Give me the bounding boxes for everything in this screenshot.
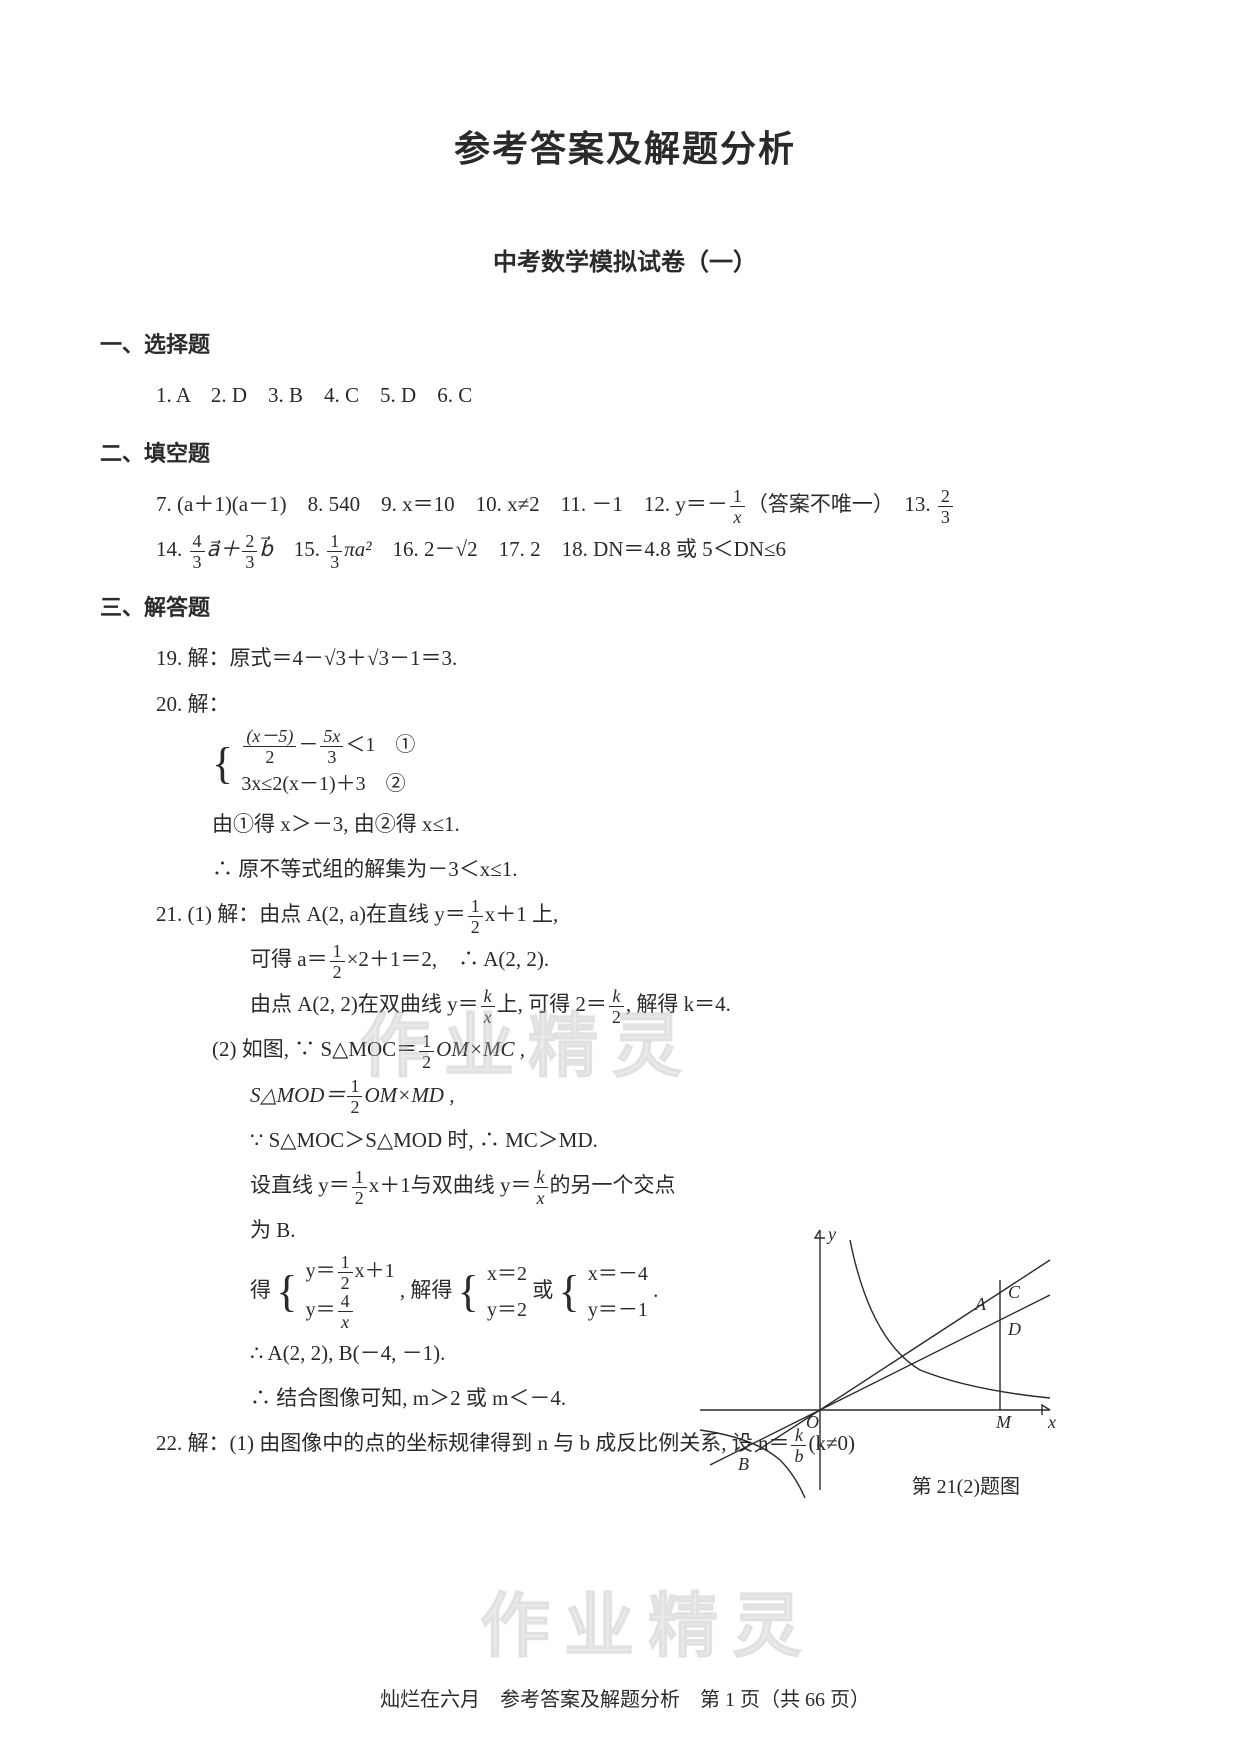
frac-4-3: 43 [190, 532, 205, 571]
q21-1-line3: 由点 A(2, 2)在双曲线 y＝kx上, 可得 2＝k2, 解得 k＝4. [100, 982, 1150, 1027]
frac-1-2c: 12 [419, 1032, 434, 1071]
brace-icon-4: { [559, 1272, 580, 1312]
brace-icon: { [212, 744, 233, 784]
q21-1-line2: 可得 a＝12×2＋1＝2, ∴ A(2, 2). [100, 937, 1150, 982]
q13-label: 13. [883, 492, 930, 516]
frac-1-2d: 12 [347, 1077, 362, 1116]
svg-text:M: M [995, 1412, 1012, 1432]
svg-text:y: y [826, 1224, 836, 1244]
section-2-row-1: 7. (a＋1)(a－1) 8. 540 9. x＝10 10. x≠2 11.… [100, 482, 1150, 527]
q15-post: πa² [344, 537, 371, 561]
q20-system: { (x－5)2－5x3＜1 ① 3x≤2(x－1)＋3 ② [100, 727, 1150, 802]
sub-title: 中考数学模拟试卷（一） [100, 242, 1150, 277]
svg-text:x: x [1047, 1412, 1056, 1432]
q7-12-text: 7. (a＋1)(a－1) 8. 540 9. x＝10 10. x≠2 11.… [156, 492, 728, 516]
q20-line3: 由①得 x＞－3, 由②得 x≤1. [100, 802, 1150, 847]
page-footer: 灿烂在六月 参考答案及解题分析 第 1 页（共 66 页） [0, 1683, 1250, 1712]
svg-text:A: A [974, 1294, 987, 1314]
q16: 16. 2－√2 [372, 537, 478, 561]
q18: 18. DN＝4.8 或 5＜DN≤6 [541, 537, 786, 561]
section-2-heading: 二、填空题 [100, 436, 1150, 468]
q14-mid: a⃗＋ [207, 537, 241, 561]
q21-2-line1: (2) 如图, ∵ S△MOC＝12OM×MC , [100, 1027, 780, 1072]
frac-1-2e: 12 [352, 1168, 367, 1207]
q21-figure: y x O M A C D B [700, 1220, 1060, 1500]
frac-k-x2: kx [534, 1168, 548, 1207]
q21-1-line1: 21. (1) 解：由点 A(2, a)在直线 y＝12x＋1 上, [100, 892, 1150, 937]
q14-post: b⃗ [259, 537, 272, 561]
q21-2-line6: 得 { y＝12x＋1 y＝4x , 解得 { x＝2 y＝2 或 { x＝－4… [100, 1253, 780, 1331]
figure-21-caption: 第 21(2)题图 [912, 1470, 1020, 1499]
svg-text:D: D [1007, 1319, 1021, 1339]
q12-note: （答案不唯一） [747, 492, 884, 516]
section-2-row-2: 14. 43a⃗＋23b⃗ 15. 13πa² 16. 2－√2 17. 2 1… [100, 527, 1150, 572]
frac-k-x: kx [481, 987, 495, 1026]
q21-2-line2: S△MOD＝12OM×MD , [100, 1073, 780, 1118]
section-1-heading: 一、选择题 [100, 327, 1150, 359]
q21-2-line3: ∵ S△MOC＞S△MOD 时, ∴ MC＞MD. [100, 1118, 780, 1163]
frac-2-3: 23 [938, 487, 953, 526]
q20-head: 20. 解： [100, 682, 1150, 727]
frac-1-2b: 12 [330, 942, 345, 981]
watermark-2: 作业精灵 [480, 1570, 816, 1671]
section-3-heading: 三、解答题 [100, 590, 1150, 622]
svg-text:B: B [738, 1454, 749, 1474]
brace-icon-2: { [276, 1272, 297, 1312]
svg-text:O: O [806, 1412, 819, 1432]
brace-icon-3: { [458, 1272, 479, 1312]
q14-pre: 14. [156, 537, 182, 561]
frac-k-2: k2 [609, 987, 624, 1026]
q19-line: 19. 解：原式＝4－√3＋√3－1＝3. [100, 636, 1150, 681]
q21-2-line4: 设直线 y＝12x＋1与双曲线 y＝kx的另一个交点 [100, 1163, 780, 1208]
svg-text:C: C [1008, 1282, 1021, 1302]
q21-2-line7: ∴ A(2, 2), B(－4, －1). [100, 1331, 780, 1376]
main-title: 参考答案及解题分析 [100, 120, 1150, 172]
frac-1-over-x: 1x [730, 487, 745, 526]
section-1-answers: 1. A 2. D 3. B 4. C 5. D 6. C [100, 373, 1150, 418]
q21-2-line5: 为 B. [100, 1208, 780, 1253]
frac-2-3b: 23 [242, 532, 257, 571]
q17: 17. 2 [478, 537, 541, 561]
q15-label: 15. [273, 537, 320, 561]
q21-2-line8: ∴ 结合图像可知, m＞2 或 m＜－4. [100, 1376, 780, 1421]
frac-1-3: 13 [327, 532, 342, 571]
frac-1-2a: 12 [468, 897, 483, 936]
q20-line4: ∴ 原不等式组的解集为－3＜x≤1. [100, 847, 1150, 892]
